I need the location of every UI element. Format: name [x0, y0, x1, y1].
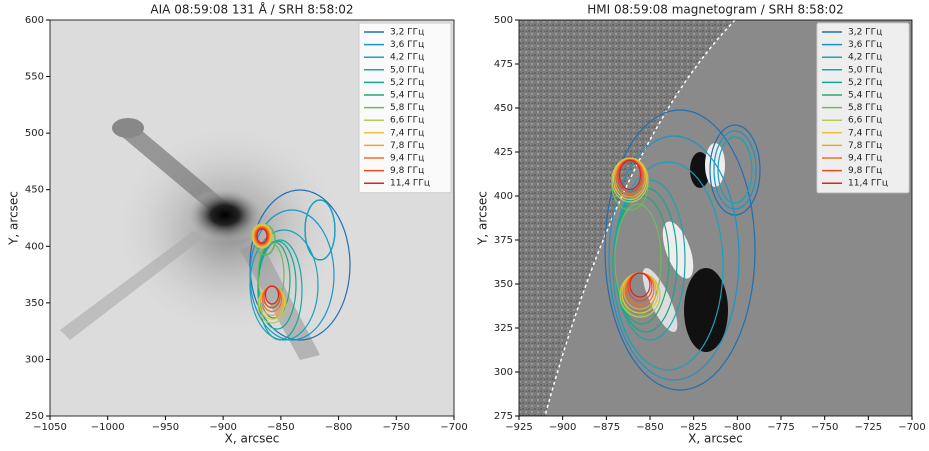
- chart-title: HMI 08:59:08 magnetogram / SRH 8:58:02: [587, 3, 843, 17]
- legend-label: 3,6 ГГц: [390, 40, 424, 50]
- legend-label: 6,6 ГГц: [390, 116, 424, 126]
- y-tick-label: 300: [25, 354, 44, 365]
- x-tick-label: −800: [325, 422, 352, 433]
- x-tick-label: −700: [440, 422, 467, 433]
- legend-label: 11,4 ГГц: [848, 179, 888, 189]
- x-axis-label: X, arcsec: [225, 432, 280, 446]
- legend-label: 5,4 ГГц: [390, 91, 424, 101]
- legend-label: 4,2 ГГц: [848, 53, 882, 63]
- x-axis-label: X, arcsec: [688, 432, 743, 446]
- x-tick-label: −750: [383, 422, 410, 433]
- y-tick-label: 400: [25, 241, 44, 252]
- y-tick-label: 300: [494, 367, 513, 378]
- legend-label: 5,4 ГГц: [848, 91, 882, 101]
- legend-label: 9,8 ГГц: [848, 166, 882, 176]
- y-tick-label: 500: [25, 128, 44, 139]
- x-tick-label: −900: [549, 422, 576, 433]
- legend-label: 5,8 ГГц: [848, 103, 882, 113]
- legend-label: 5,2 ГГц: [848, 78, 882, 88]
- x-tick-label: −725: [855, 422, 882, 433]
- y-tick-label: 600: [25, 15, 44, 26]
- legend-label: 9,4 ГГц: [848, 154, 882, 164]
- x-tick-label: −950: [152, 422, 179, 433]
- y-tick-label: 325: [494, 323, 513, 334]
- legend-label: 7,4 ГГц: [848, 128, 882, 138]
- legend-label: 3,2 ГГц: [390, 28, 424, 38]
- y-tick-label: 400: [494, 191, 513, 202]
- legend-label: 5,0 ГГц: [848, 65, 882, 75]
- figure: −1050 −1000 −950 −900 −850 −800 −750 −700 250 300…: [0, 0, 929, 447]
- y-tick-label: 550: [25, 72, 44, 83]
- legend-label: 7,4 ГГц: [390, 128, 424, 138]
- legend-label: 9,8 ГГц: [390, 166, 424, 176]
- y-tick-label: 375: [494, 235, 513, 246]
- legend-label: 11,4 ГГц: [390, 179, 430, 189]
- y-tick-label: 450: [494, 103, 513, 114]
- x-tick-label: −750: [811, 422, 838, 433]
- x-tick-label: −1050: [33, 422, 67, 433]
- legend-label: 7,8 ГГц: [848, 141, 882, 151]
- y-tick-label: 425: [494, 147, 513, 158]
- y-axis-label: Y, arcsec: [476, 191, 490, 246]
- legend-label: 6,6 ГГц: [848, 116, 882, 126]
- x-tick-label: −700: [898, 422, 925, 433]
- legend-label: 7,8 ГГц: [390, 141, 424, 151]
- legend-label: 9,4 ГГц: [390, 154, 424, 164]
- y-tick-label: 350: [25, 298, 44, 309]
- y-tick-label: 500: [494, 15, 513, 26]
- y-tick-label: 250: [25, 411, 44, 422]
- y-tick-label: 450: [25, 185, 44, 196]
- legend-label: 3,2 ГГц: [848, 28, 882, 38]
- legend-label: 5,8 ГГц: [390, 103, 424, 113]
- y-tick-label: 475: [494, 59, 513, 70]
- legend-label: 5,2 ГГц: [390, 78, 424, 88]
- x-tick-label: −775: [767, 422, 794, 433]
- legend-label: 4,2 ГГц: [390, 53, 424, 63]
- x-tick-label: −875: [593, 422, 620, 433]
- x-tick-label: −850: [636, 422, 663, 433]
- chart-title: AIA 08:59:08 131 Å / SRH 8:58:02: [150, 2, 353, 17]
- x-tick-label: −925: [505, 422, 532, 433]
- y-tick-label: 350: [494, 279, 513, 290]
- legend-label: 3,6 ГГц: [848, 40, 882, 50]
- x-tick-label: −1000: [91, 422, 125, 433]
- y-axis-label: Y, arcsec: [7, 191, 21, 246]
- legend-label: 5,0 ГГц: [390, 65, 424, 75]
- y-tick-label: 275: [494, 411, 513, 422]
